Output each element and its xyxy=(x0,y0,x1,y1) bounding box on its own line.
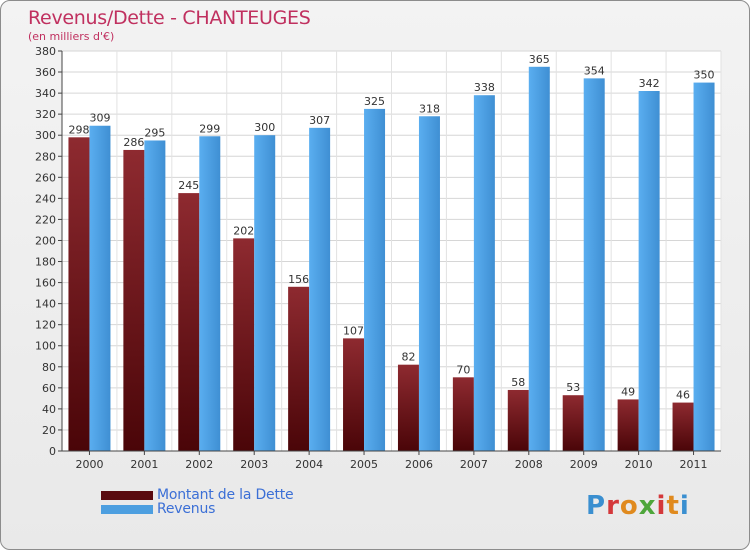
data-label-dette: 107 xyxy=(343,324,364,337)
y-tick-label: 60 xyxy=(42,382,56,395)
y-tick-label: 300 xyxy=(35,129,56,142)
data-label-revenus: 307 xyxy=(309,114,330,127)
y-tick-label: 160 xyxy=(35,277,56,290)
legend-label-revenus: Revenus xyxy=(157,501,216,517)
data-label-revenus: 295 xyxy=(144,126,165,139)
data-label-dette: 49 xyxy=(621,385,635,398)
x-tick-label: 2007 xyxy=(460,458,488,471)
x-tick-label: 2002 xyxy=(185,458,213,471)
bar-revenus xyxy=(364,108,386,451)
data-label-dette: 58 xyxy=(511,376,525,389)
y-tick-label: 240 xyxy=(35,192,56,205)
bar-revenus xyxy=(199,136,221,451)
data-label-dette: 245 xyxy=(178,179,199,192)
data-label-revenus: 342 xyxy=(639,77,660,90)
legend-item-dette: Montant de la Dette xyxy=(101,487,294,503)
bar-dette xyxy=(672,402,694,451)
y-tick-label: 340 xyxy=(35,87,56,100)
bar-revenus xyxy=(583,78,605,452)
data-label-revenus: 325 xyxy=(364,95,385,108)
y-tick-label: 140 xyxy=(35,298,56,311)
bar-dette xyxy=(343,338,365,451)
data-label-revenus: 318 xyxy=(419,102,440,115)
bar-dette xyxy=(507,389,529,451)
data-label-dette: 53 xyxy=(566,381,580,394)
y-tick-label: 260 xyxy=(35,171,56,184)
bar-revenus xyxy=(693,82,715,451)
y-tick-label: 180 xyxy=(35,256,56,269)
data-label-dette: 156 xyxy=(288,273,309,286)
x-tick-label: 2010 xyxy=(625,458,653,471)
data-label-revenus: 309 xyxy=(89,112,110,125)
data-label-revenus: 350 xyxy=(694,69,715,82)
x-tick-label: 2004 xyxy=(295,458,323,471)
bar-revenus xyxy=(89,125,111,451)
bar-revenus xyxy=(144,140,166,451)
y-tick-label: 120 xyxy=(35,319,56,332)
y-tick-label: 100 xyxy=(35,340,56,353)
chart-subtitle: (en milliers d'€) xyxy=(28,30,115,43)
legend-item-revenus: Revenus xyxy=(101,501,293,517)
data-label-dette: 82 xyxy=(401,351,415,364)
bar-dette xyxy=(68,137,90,451)
data-label-revenus: 338 xyxy=(474,81,495,94)
data-label-revenus: 299 xyxy=(199,122,220,135)
data-label-dette: 298 xyxy=(68,123,89,136)
bar-revenus xyxy=(418,116,440,452)
bar-dette xyxy=(233,238,255,451)
data-label-revenus: 365 xyxy=(529,53,550,66)
x-tick-label: 2000 xyxy=(75,458,103,471)
legend-swatch-revenus xyxy=(101,504,153,514)
data-label-revenus: 300 xyxy=(254,121,275,134)
bar-dette xyxy=(617,399,639,451)
data-label-dette: 70 xyxy=(456,363,470,376)
bar-dette xyxy=(452,377,474,451)
bar-revenus xyxy=(254,135,276,452)
bar-revenus xyxy=(638,91,660,451)
y-tick-label: 200 xyxy=(35,234,56,247)
x-tick-label: 2003 xyxy=(240,458,268,471)
bar-dette xyxy=(288,286,310,451)
bar-revenus xyxy=(309,127,331,451)
chart-title: Revenus/Dette - CHANTEUGES xyxy=(28,7,311,29)
legend: Montant de la Dette Revenus xyxy=(101,487,294,517)
y-tick-label: 40 xyxy=(42,403,56,416)
y-tick-label: 280 xyxy=(35,150,56,163)
y-tick-label: 20 xyxy=(42,424,56,437)
grid-layer xyxy=(61,50,722,452)
axis-layer: 0 20 40 60 80 100 120 140 160 180 200 220 240 260 280 3… xyxy=(35,45,721,471)
bar-dette xyxy=(178,193,200,451)
bar-dette xyxy=(123,149,145,451)
x-tick-label: 2011 xyxy=(680,458,708,471)
y-tick-label: 320 xyxy=(35,108,56,121)
y-tick-label: 80 xyxy=(42,361,56,374)
x-tick-label: 2006 xyxy=(405,458,433,471)
y-tick-label: 220 xyxy=(35,213,56,226)
y-tick-label: 380 xyxy=(35,45,56,58)
bar-revenus xyxy=(528,66,550,451)
y-tick-label: 0 xyxy=(49,445,56,458)
y-tick-label: 360 xyxy=(35,66,56,79)
x-tick-label: 2005 xyxy=(350,458,378,471)
bar-dette xyxy=(397,364,419,451)
x-tick-label: 2001 xyxy=(130,458,158,471)
x-tick-label: 2009 xyxy=(570,458,598,471)
proxiti-logo: Proxiti xyxy=(586,491,690,521)
data-label-dette: 286 xyxy=(123,136,144,149)
data-label-dette: 202 xyxy=(233,224,254,237)
data-label-dette: 46 xyxy=(676,389,690,402)
x-tick-label: 2008 xyxy=(515,458,543,471)
bar-layer xyxy=(68,66,715,452)
bar-revenus xyxy=(473,95,495,452)
legend-label-dette: Montant de la Dette xyxy=(157,487,294,503)
data-label-revenus: 354 xyxy=(584,64,605,77)
bar-dette xyxy=(562,395,584,451)
legend-swatch-dette xyxy=(101,490,153,500)
